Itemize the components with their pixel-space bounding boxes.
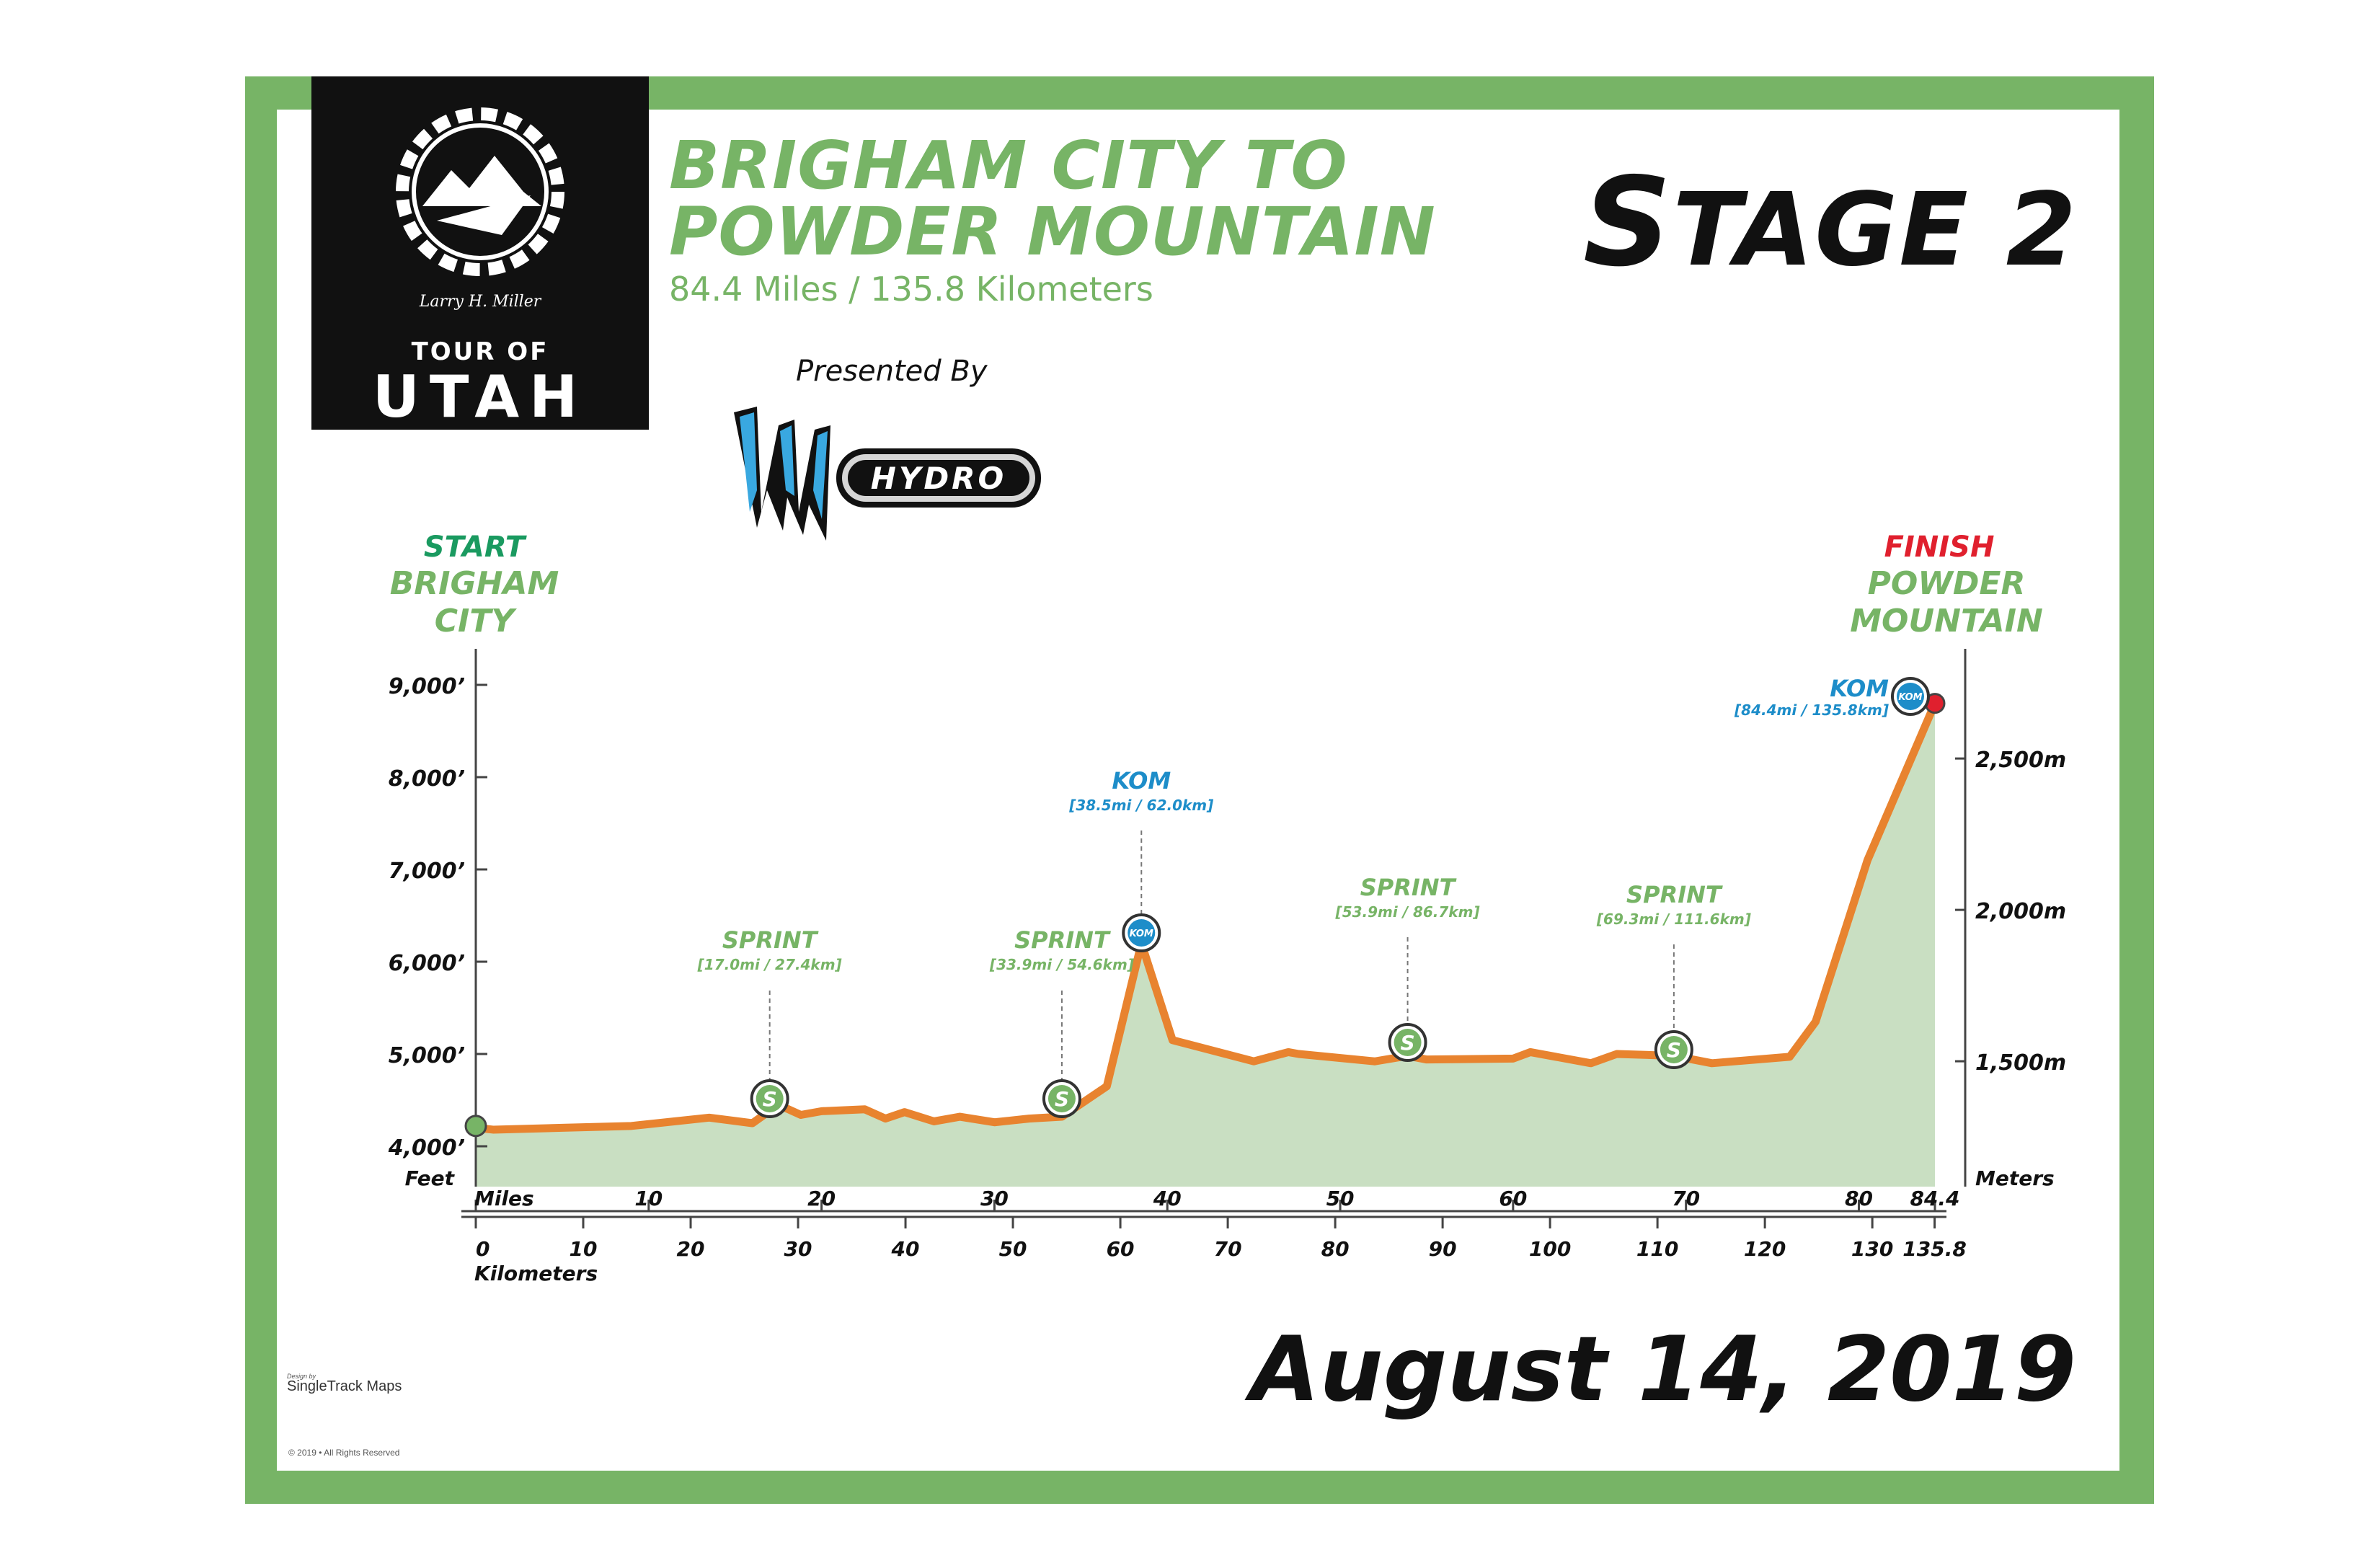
km-tick-label: 120 <box>1744 1237 1786 1261</box>
annotation-detail: [33.9mi / 54.6km] <box>989 956 1134 973</box>
start-name-line-1: BRIGHAM <box>390 565 559 602</box>
meters-tick-label: 1,500m <box>1975 1050 2066 1076</box>
sprint-label: SPRINT <box>1360 874 1457 901</box>
sprint-label: SPRINT <box>722 926 819 954</box>
km-tick-label: 130 <box>1851 1237 1893 1261</box>
kom-icon <box>1128 919 1156 947</box>
kom-label: KOM <box>1112 767 1171 794</box>
feet-tick-label: 9,000’ <box>389 674 465 699</box>
miles-tick-label: 84.4 <box>1910 1187 1959 1210</box>
km-tick-label: 0 <box>476 1237 489 1261</box>
kom-icon <box>1897 683 1924 710</box>
miles-tick-label: 50 <box>1326 1187 1355 1210</box>
miles-tick-label: 20 <box>807 1187 836 1210</box>
miles-tick-label: 80 <box>1845 1187 1873 1210</box>
feet-tick-label: 8,000’ <box>389 766 465 792</box>
start-name-line-2: CITY <box>435 603 518 639</box>
feet-tick-label: 4,000’ <box>388 1135 465 1161</box>
annotation-detail: [84.4mi / 135.8km] <box>1734 701 1889 719</box>
copyright: © 2019 • All Rights Reserved <box>288 1448 400 1458</box>
stage-number: STAGE 2 <box>1583 151 2078 294</box>
km-tick-label: 50 <box>999 1237 1027 1261</box>
km-tick-label: 110 <box>1636 1237 1678 1261</box>
km-tick-label: 10 <box>570 1237 598 1261</box>
start-label: START <box>424 531 527 564</box>
stage-rest: TAGE 2 <box>1673 172 2078 289</box>
logo-signature: Larry H. Miller <box>419 293 541 311</box>
miles-tick-label: 10 <box>634 1187 663 1210</box>
designer-credit: SingleTrack Maps <box>287 1378 402 1394</box>
design-by-label: Design by <box>287 1373 316 1380</box>
feet-axis-label: Feet <box>405 1166 456 1190</box>
gear-mountain-icon <box>396 107 564 276</box>
sprint-icon <box>756 1085 784 1112</box>
km-tick-label: 20 <box>677 1237 705 1261</box>
km-tick-label: 90 <box>1429 1237 1457 1261</box>
miles-tick-label: 30 <box>980 1187 1009 1210</box>
title-line-1: BRIGHAM CITY TO <box>669 127 1348 204</box>
annotation-icon-text: S <box>1055 1087 1069 1111</box>
finish-name-line-1: POWDER <box>1868 565 2026 602</box>
sponsor-hydro-text: HYDRO <box>871 461 1006 496</box>
feet-tick-label: 7,000’ <box>389 859 465 884</box>
logo-tour-of: TOUR OF <box>411 337 549 366</box>
miles-tick-label: 40 <box>1153 1187 1182 1210</box>
annotation-detail: [38.5mi / 62.0km] <box>1068 797 1213 814</box>
sprint-icon <box>1660 1036 1688 1063</box>
annotation-icon-text: S <box>1667 1038 1681 1062</box>
km-axis-label: Kilometers <box>474 1262 598 1285</box>
km-tick-label: 30 <box>784 1237 812 1261</box>
elevation-area <box>476 703 1935 1187</box>
miles-tick-label: 60 <box>1499 1187 1527 1210</box>
start-marker <box>464 1115 487 1138</box>
meters-tick-label: 2,500m <box>1975 748 2066 773</box>
sprint-label: SPRINT <box>1014 926 1111 954</box>
finish-label: FINISH <box>1884 531 1995 564</box>
logo-utah: UTAH <box>372 363 588 430</box>
sprint-label: SPRINT <box>1626 881 1723 908</box>
annotation-icon-text: S <box>763 1087 777 1111</box>
annotation-detail: [53.9mi / 86.7km] <box>1335 903 1480 921</box>
km-tick-label: 80 <box>1321 1237 1350 1261</box>
meters-tick-label: 2,000m <box>1975 899 2066 924</box>
meters-axis-label: Meters <box>1975 1166 2055 1190</box>
title-line-2: POWDER MOUNTAIN <box>669 193 1436 270</box>
km-tick-label: 70 <box>1214 1237 1242 1261</box>
tour-of-utah-logo: Larry H. Miller TOUR OF UTAH <box>311 76 649 430</box>
sprint-icon <box>1047 1085 1076 1112</box>
annotation-icon-text: S <box>1400 1031 1414 1055</box>
miles-axis-label: Miles <box>474 1187 534 1210</box>
annotation-detail: [69.3mi / 111.6km] <box>1596 911 1751 928</box>
race-date: August 14, 2019 <box>1250 1318 2077 1422</box>
km-tick-label: 40 <box>891 1237 920 1261</box>
annotation-detail: [17.0mi / 27.4km] <box>697 956 842 973</box>
annotation-icon-text: KOM <box>1898 692 1922 703</box>
finish-name-line-2: MOUNTAIN <box>1850 603 2043 639</box>
presented-by: Presented By <box>796 355 988 388</box>
feet-tick-label: 5,000’ <box>389 1043 465 1068</box>
km-tick-label: 135.8 <box>1902 1237 1967 1261</box>
miles-tick-label: 70 <box>1672 1187 1700 1210</box>
subtitle: 84.4 Miles / 135.8 Kilometers <box>669 270 1153 309</box>
km-tick-label: 100 <box>1529 1237 1571 1261</box>
sprint-icon <box>1394 1029 1422 1056</box>
km-tick-label: 60 <box>1107 1237 1135 1261</box>
monster-hydro-logo: HYDRO <box>734 407 1041 541</box>
stage-first-letter: S <box>1582 151 1673 294</box>
kom-label: KOM <box>1830 675 1889 702</box>
feet-tick-label: 6,000’ <box>389 951 465 976</box>
annotation-icon-text: KOM <box>1130 929 1153 939</box>
